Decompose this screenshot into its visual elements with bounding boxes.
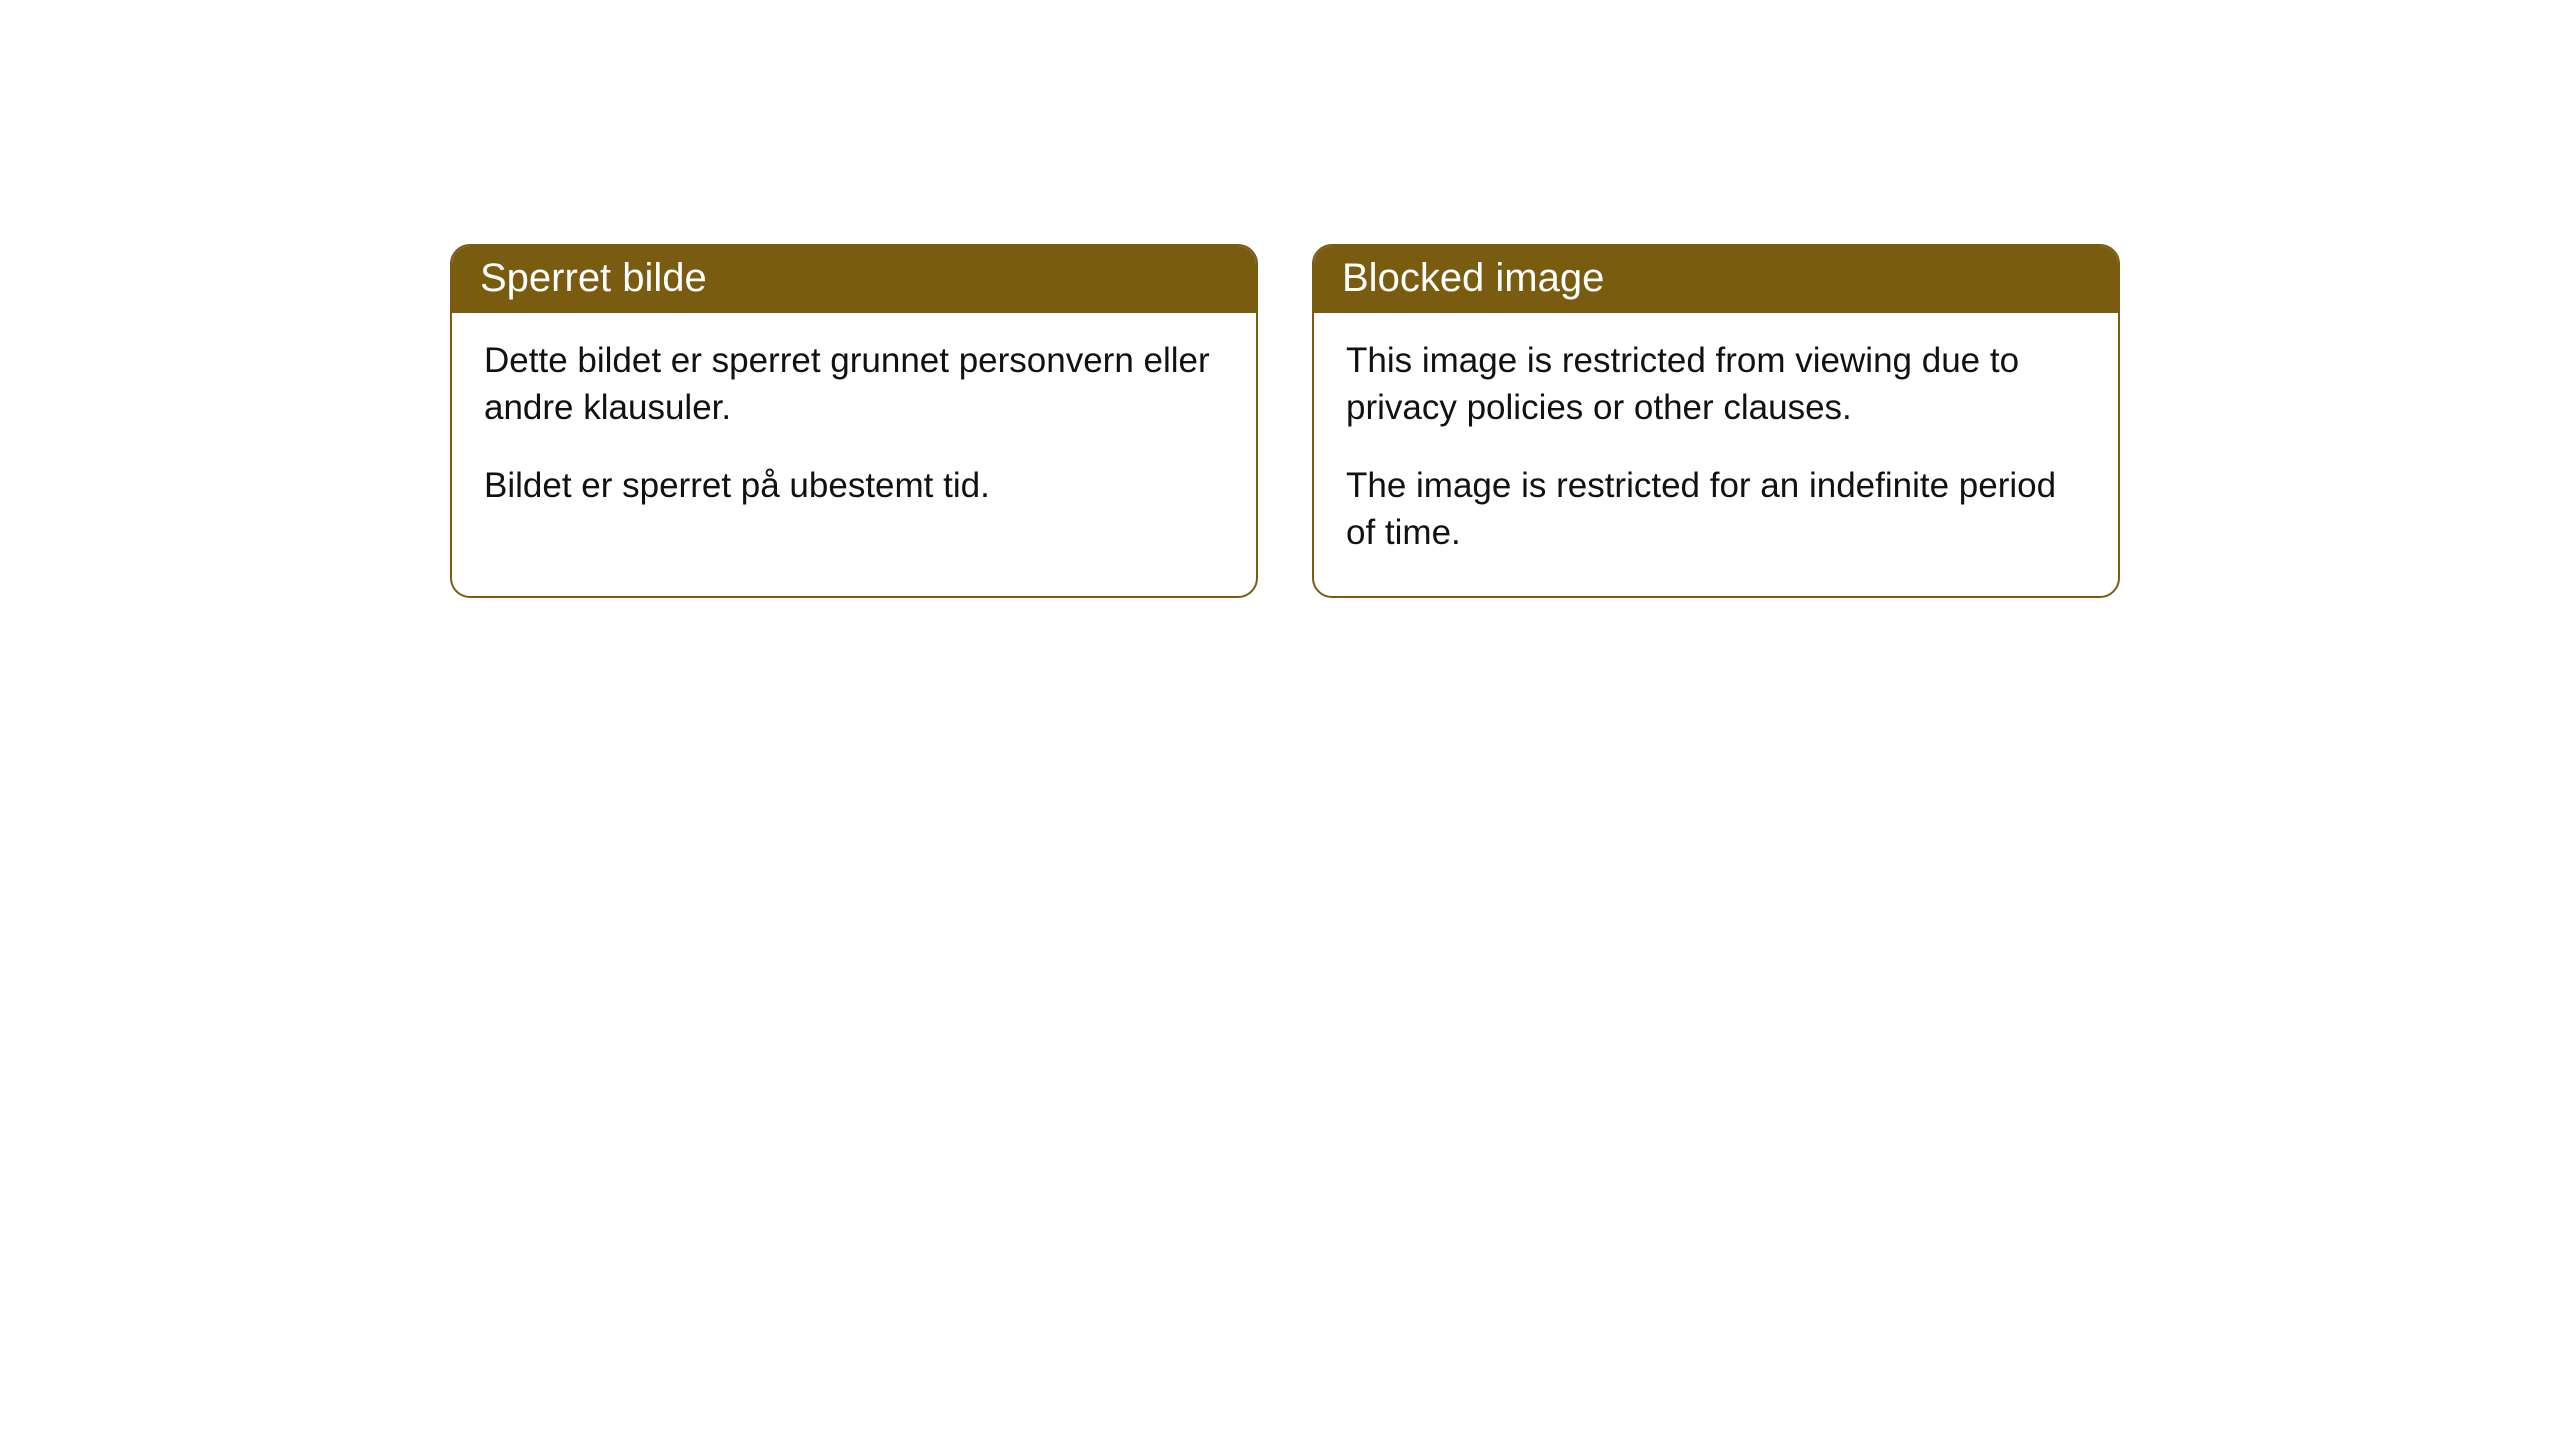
card-paragraph: This image is restricted from viewing du… <box>1346 337 2086 432</box>
card-header: Blocked image <box>1314 246 2118 313</box>
notice-cards-container: Sperret bilde Dette bildet er sperret gr… <box>0 0 2560 598</box>
card-header: Sperret bilde <box>452 246 1256 313</box>
card-paragraph: Dette bildet er sperret grunnet personve… <box>484 337 1224 432</box>
card-body: Dette bildet er sperret grunnet personve… <box>452 313 1256 549</box>
card-body: This image is restricted from viewing du… <box>1314 313 2118 596</box>
card-paragraph: The image is restricted for an indefinit… <box>1346 462 2086 557</box>
card-paragraph: Bildet er sperret på ubestemt tid. <box>484 462 1224 509</box>
blocked-image-card-norwegian: Sperret bilde Dette bildet er sperret gr… <box>450 244 1258 598</box>
blocked-image-card-english: Blocked image This image is restricted f… <box>1312 244 2120 598</box>
